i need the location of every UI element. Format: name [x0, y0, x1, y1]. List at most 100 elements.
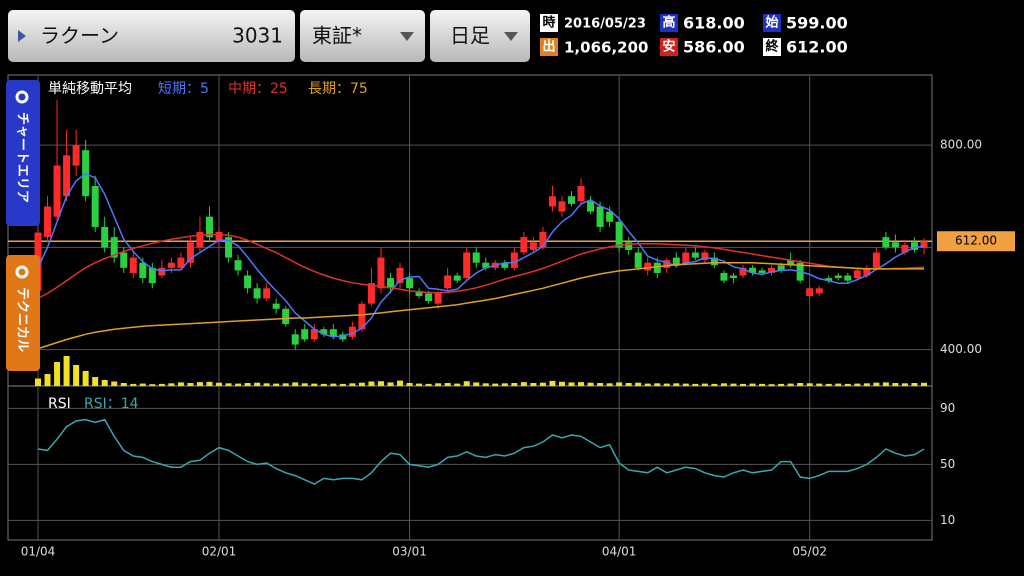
- gear-icon: [15, 265, 29, 279]
- candle-body: [910, 242, 918, 250]
- volume-bar: [177, 382, 184, 386]
- x-tick-label: 03/01: [392, 545, 427, 559]
- candle-body: [615, 221, 623, 248]
- volume-bar: [501, 383, 508, 386]
- volume-bar: [397, 380, 404, 386]
- volume-bar: [216, 382, 223, 386]
- tab-label: テクニカル: [15, 287, 30, 352]
- volume-bar: [139, 383, 146, 386]
- candle-body: [758, 270, 766, 273]
- market: 東証*: [312, 24, 362, 48]
- button-bg: [8, 10, 295, 62]
- volume-bar: [749, 383, 756, 386]
- volume-bar: [63, 356, 70, 386]
- candle-body: [853, 270, 861, 279]
- volume-bar: [597, 383, 604, 386]
- candle-body: [806, 288, 814, 296]
- volume-bar: [892, 383, 899, 386]
- volume-bar: [701, 383, 708, 386]
- candle-body: [672, 257, 680, 266]
- candle-body: [729, 275, 737, 279]
- market-button[interactable]: 東証*: [300, 10, 425, 62]
- tab-bg: [6, 255, 40, 371]
- candle-body: [558, 201, 566, 212]
- symbol-button[interactable]: ラクーン 3031: [8, 10, 295, 62]
- volume-bar: [187, 383, 194, 386]
- candle-body: [568, 196, 576, 204]
- candle-body: [415, 290, 423, 296]
- volume-bar: [349, 383, 356, 386]
- candle-body: [253, 288, 261, 299]
- volume-bar: [539, 382, 546, 386]
- candle-body: [872, 252, 880, 268]
- volume-bar: [520, 382, 527, 386]
- candle-body: [225, 237, 233, 258]
- y-tick-label: 90: [940, 401, 955, 415]
- period: 日足: [450, 24, 490, 48]
- volume-bar: [816, 383, 823, 386]
- candle-body: [472, 252, 480, 263]
- candle-body: [787, 260, 795, 266]
- label-box: [660, 14, 678, 32]
- volume-bar: [111, 381, 118, 386]
- volume-bar: [606, 383, 613, 386]
- candle-body: [196, 232, 204, 248]
- candle-body: [63, 155, 71, 197]
- volume-bar: [911, 383, 918, 386]
- label-box: [763, 38, 781, 56]
- volume-bar: [530, 383, 537, 386]
- label-box: [540, 14, 558, 32]
- chart-area-tab[interactable]: チャートエリア: [6, 80, 40, 226]
- candle-body: [577, 185, 585, 202]
- candle-body: [634, 252, 642, 268]
- candle-body: [329, 329, 337, 337]
- candle-body: [339, 334, 347, 340]
- volume-bar: [416, 383, 423, 386]
- technical-tab[interactable]: テクニカル: [6, 255, 40, 371]
- candle-body: [406, 278, 414, 289]
- candle-body: [444, 275, 452, 289]
- volume-bar: [130, 383, 137, 386]
- period-button[interactable]: 日足: [430, 10, 530, 62]
- candle-body: [129, 257, 137, 273]
- volume-bar: [873, 382, 880, 386]
- series-line: [37, 261, 924, 350]
- series-line: [37, 172, 925, 338]
- candle-body: [110, 237, 118, 258]
- volume-bar: [320, 383, 327, 386]
- volume-bar: [263, 383, 270, 386]
- info-label: 時: [542, 15, 555, 31]
- volume-bar: [759, 383, 766, 386]
- candle-body: [510, 252, 518, 268]
- arrow-icon: [18, 30, 26, 42]
- volume-bar: [635, 382, 642, 386]
- volume-bar: [854, 383, 861, 386]
- candle-body: [882, 237, 890, 248]
- volume-bar: [901, 383, 908, 386]
- info-label: 終: [765, 39, 779, 55]
- candle-body: [186, 242, 194, 263]
- volume-bar: [44, 374, 51, 386]
- candle-body: [901, 244, 909, 253]
- volume-bar: [358, 382, 365, 386]
- candle-body: [529, 242, 537, 250]
- info-label: 始: [765, 15, 778, 31]
- info-value: 2016/05/23: [564, 17, 646, 32]
- candle-body: [425, 293, 433, 302]
- volume-bar: [282, 383, 289, 386]
- candle-body: [120, 252, 128, 268]
- candle-body: [720, 272, 728, 281]
- candle-body: [167, 262, 175, 268]
- candle-body: [320, 329, 328, 335]
- candle-body: [682, 252, 690, 263]
- volume-bar: [663, 383, 670, 386]
- price-label-bg: [937, 231, 1015, 252]
- volume-bar: [482, 383, 489, 386]
- volume-bar: [806, 383, 813, 386]
- y-tick-label: 10: [940, 513, 955, 527]
- volume-bar: [682, 383, 689, 386]
- candle-body: [310, 329, 318, 340]
- label-box: [540, 38, 558, 56]
- volume-bar: [444, 383, 451, 386]
